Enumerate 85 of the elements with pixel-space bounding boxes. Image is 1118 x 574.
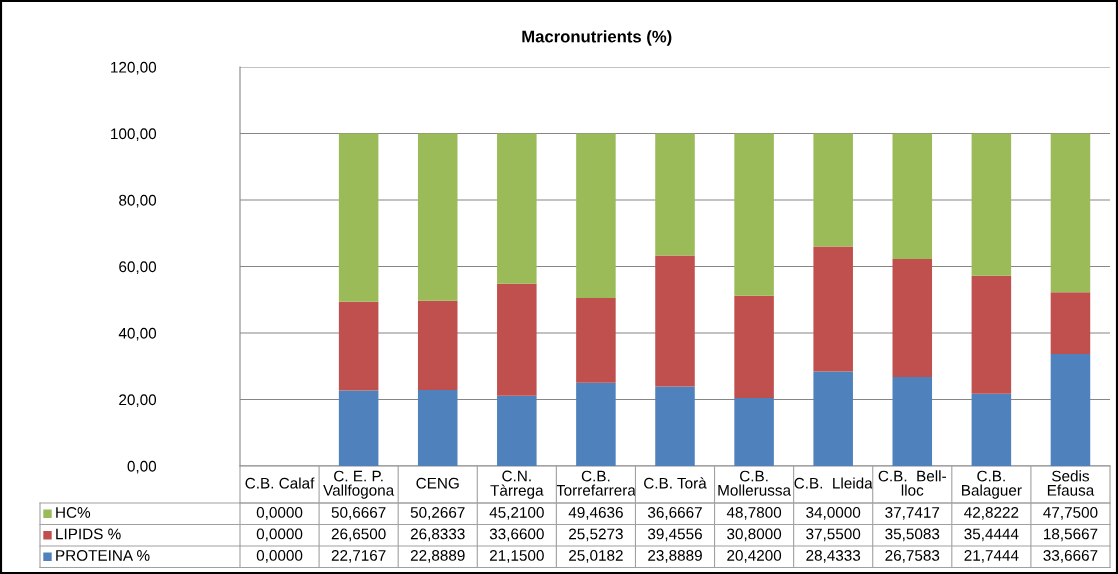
bar xyxy=(497,133,537,284)
bar xyxy=(655,133,695,256)
legend-label: LIPIDS % xyxy=(56,528,121,540)
y-tick-label: 20,00 xyxy=(119,394,157,407)
bar xyxy=(734,133,774,296)
y-tick-label: 60,00 xyxy=(119,261,157,274)
bar xyxy=(813,371,853,466)
x-tick-label: C.N. Tàrrega xyxy=(490,470,544,499)
data-label: 22,8889 xyxy=(410,550,465,563)
bar xyxy=(576,133,616,298)
bar xyxy=(813,246,853,372)
data-label: 37,7417 xyxy=(885,507,940,520)
bar xyxy=(1050,354,1091,466)
data-label: 21,7444 xyxy=(964,550,1019,563)
x-tick-label: C. E. P. Vallfogona xyxy=(323,470,395,499)
bar xyxy=(1050,133,1091,293)
data-label: 28,4333 xyxy=(806,550,861,563)
data-label: 42,8222 xyxy=(964,507,1019,520)
data-label: 0,0000 xyxy=(256,507,303,520)
bar xyxy=(655,386,695,466)
data-label: 18,5667 xyxy=(1044,528,1098,542)
data-label: 37,5500 xyxy=(806,528,861,542)
data-label: 23,8889 xyxy=(648,550,702,563)
y-tick-label: 0,00 xyxy=(127,460,157,474)
y-tick-label: 80,00 xyxy=(119,194,157,208)
bar xyxy=(655,255,695,387)
data-label: 49,4636 xyxy=(568,507,623,520)
bar xyxy=(338,133,379,302)
bar xyxy=(497,283,537,396)
chart-title: Macronutrients (%) xyxy=(522,30,672,46)
data-label: 25,0182 xyxy=(569,550,623,563)
data-label: 39,4556 xyxy=(647,528,702,542)
bar xyxy=(417,389,458,466)
legend-label: PROTEINA % xyxy=(56,550,150,561)
data-label: 0,0000 xyxy=(256,528,303,542)
x-tick-label: C.B. Torrefarrera xyxy=(556,470,636,496)
data-label: 26,7583 xyxy=(885,550,940,563)
x-tick-label: CENG xyxy=(416,477,459,489)
x-tick-label: Sedis Efausa xyxy=(1047,470,1095,496)
bar xyxy=(417,133,458,301)
bar xyxy=(338,390,379,466)
data-label: 0,0000 xyxy=(256,550,303,563)
bar xyxy=(971,393,1012,466)
bar xyxy=(1050,292,1091,355)
bar xyxy=(734,295,774,399)
y-tick-label: 40,00 xyxy=(118,327,157,341)
legend-label: HC% xyxy=(56,507,91,518)
bar xyxy=(892,133,933,259)
data-label: 26,8333 xyxy=(410,528,465,542)
data-label: 20,4200 xyxy=(727,550,782,563)
bar xyxy=(338,301,379,391)
bar xyxy=(417,300,458,390)
data-label: 35,5083 xyxy=(885,528,940,542)
x-tick-label: C.B. Calaf xyxy=(245,477,315,489)
bar xyxy=(892,258,933,378)
data-label: 50,6667 xyxy=(331,507,386,520)
data-label: 36,6667 xyxy=(647,507,702,520)
x-tick-label: C.B. Lleida xyxy=(794,477,873,489)
y-tick-label: 120,00 xyxy=(111,61,157,75)
data-label: 25,5273 xyxy=(569,528,623,542)
bar xyxy=(734,398,774,466)
data-label: 33,6667 xyxy=(1043,550,1098,563)
bar xyxy=(576,382,616,466)
x-tick-label: C.B. Mollerussa xyxy=(718,470,792,496)
bar xyxy=(971,133,1012,276)
bar xyxy=(971,275,1012,394)
y-tick-label: 100,00 xyxy=(111,128,157,141)
data-label: 21,1500 xyxy=(489,550,544,563)
data-label: 48,7800 xyxy=(726,507,782,520)
bar xyxy=(813,133,853,247)
data-label: 50,2667 xyxy=(410,507,465,520)
x-tick-label: C.B. Bell- lloc xyxy=(878,470,946,496)
data-label: 26,6500 xyxy=(331,528,386,542)
x-tick-label: C.B. Balaguer xyxy=(962,470,1022,499)
data-label: 45,2100 xyxy=(489,507,544,520)
data-label: 34,0000 xyxy=(806,507,861,520)
bar xyxy=(892,377,933,466)
bar xyxy=(576,297,616,383)
data-label: 30,8000 xyxy=(727,528,782,542)
data-label: 22,7167 xyxy=(331,550,386,563)
data-label: 35,4444 xyxy=(964,528,1019,542)
data-label: 47,7500 xyxy=(1043,507,1098,520)
bar xyxy=(497,395,537,466)
x-tick-label: C.B. Torà xyxy=(644,477,707,489)
data-label: 33,6600 xyxy=(489,528,544,542)
